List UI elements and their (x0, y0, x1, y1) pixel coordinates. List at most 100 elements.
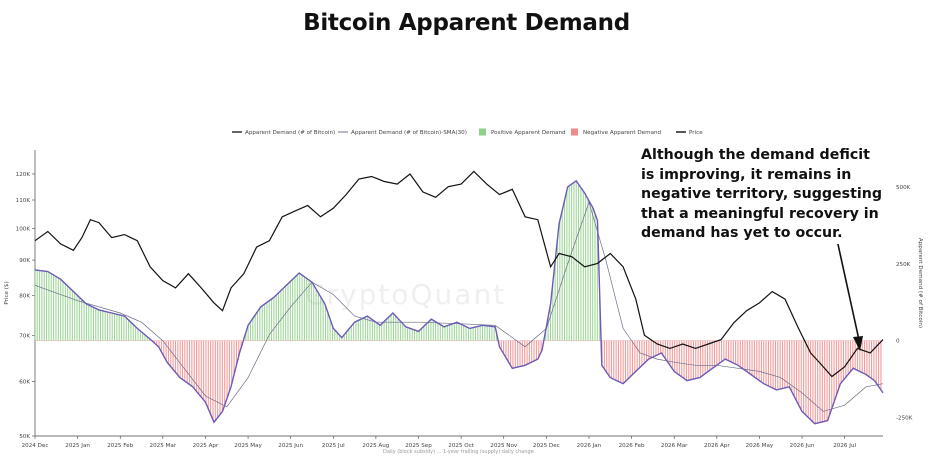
y-axis-label: Price ($) (4, 281, 10, 304)
positive-demand-bar (390, 314, 392, 341)
positive-demand-bar (88, 305, 90, 341)
negative-demand-bar (845, 340, 847, 378)
positive-demand-bar (85, 303, 87, 341)
positive-demand-bar (556, 237, 559, 341)
negative-demand-bar (163, 340, 165, 357)
positive-demand-bar (416, 330, 418, 341)
positive-demand-bar (278, 292, 280, 341)
positive-demand-bar (313, 285, 315, 341)
negative-demand-bar (667, 340, 669, 363)
negative-demand-bar (657, 340, 659, 355)
positive-demand-bar (282, 288, 284, 341)
positive-demand-bar (55, 276, 57, 341)
positive-demand-bar (247, 324, 249, 341)
negative-demand-bar (177, 340, 179, 376)
positive-demand-bar (273, 297, 275, 341)
positive-demand-bar (439, 324, 441, 341)
negative-demand-bar (238, 340, 240, 356)
demand-line (34, 179, 884, 425)
negative-demand-bar (765, 340, 767, 385)
positive-demand-bar (547, 316, 549, 341)
negative-demand-bar (856, 340, 859, 371)
y2-tick-label-0: 500K (896, 185, 911, 191)
positive-demand-bar (444, 326, 446, 341)
positive-demand-bar (561, 209, 563, 341)
negative-demand-bar (526, 340, 528, 365)
negative-demand-bar (751, 340, 753, 376)
positive-demand-bar (545, 329, 547, 341)
negative-demand-bar (212, 340, 214, 421)
positive-demand-bar (409, 328, 411, 341)
negative-demand-bar (200, 340, 202, 398)
positive-demand-bar (271, 298, 273, 341)
positive-demand-bar (566, 189, 568, 341)
negative-demand-bar (704, 340, 706, 374)
negative-demand-bar (763, 340, 765, 384)
negative-demand-bar (160, 340, 162, 353)
positive-demand-bar (280, 290, 282, 341)
negative-demand-bar (219, 340, 221, 415)
negative-demand-bar (650, 340, 652, 358)
negative-demand-bar (512, 340, 514, 369)
positive-demand-bar (301, 275, 303, 341)
positive-demand-bar (465, 326, 467, 341)
negative-demand-bar (517, 340, 519, 368)
negative-demand-bar (664, 340, 666, 359)
negative-demand-bar (240, 340, 242, 348)
negative-demand-bar (184, 340, 186, 382)
negative-demand-bar (774, 340, 777, 390)
positive-demand-bar (402, 323, 404, 341)
negative-demand-bar (540, 340, 542, 352)
y2-tick-label-3: -250K (896, 416, 913, 422)
positive-demand-bar (113, 313, 116, 341)
negative-demand-bar (723, 340, 725, 361)
negative-demand-bar (875, 340, 877, 384)
negative-demand-bar (742, 340, 744, 369)
x-tick-label-5: 2025 May (234, 443, 262, 449)
negative-demand-bar (873, 340, 875, 381)
negative-demand-bar (613, 340, 615, 380)
negative-demand-bar (819, 340, 821, 423)
demand-bars (34, 181, 883, 424)
negative-demand-bar (814, 340, 816, 424)
positive-demand-bar (34, 269, 36, 341)
positive-demand-bar (463, 325, 465, 341)
legend-label-1: Apparent Demand (# of Bitcoin)-SMA(30) (351, 130, 467, 136)
positive-demand-bar (334, 330, 336, 341)
negative-demand-bar (629, 340, 631, 377)
y-tick-label-3: 80K (19, 293, 30, 299)
negative-demand-bar (158, 340, 160, 348)
positive-demand-bar (36, 270, 38, 341)
negative-demand-bar (838, 340, 840, 389)
positive-demand-bar (92, 307, 94, 341)
positive-demand-bar (256, 311, 259, 341)
positive-demand-bar (71, 290, 73, 341)
positive-demand-bar (411, 329, 413, 341)
positive-demand-bar (123, 315, 125, 341)
x-tick-label-11: 2025 Nov (490, 443, 518, 449)
negative-demand-bar (697, 340, 699, 378)
positive-demand-bar (118, 314, 120, 341)
positive-demand-bar (376, 323, 378, 341)
x-tick-label-17: 2026 May (746, 443, 774, 449)
positive-demand-bar (428, 321, 430, 341)
legend-swatch-3 (571, 128, 578, 136)
positive-demand-bar (38, 270, 41, 341)
positive-demand-bar (481, 325, 484, 341)
x-tick-label-15: 2026 Mar (661, 443, 688, 449)
negative-demand-bar (681, 340, 683, 377)
positive-demand-bar (287, 283, 289, 341)
negative-demand-bar (503, 340, 505, 354)
legend-label-0: Apparent Demand (# of Bitcoin) (245, 130, 335, 136)
negative-demand-bar (868, 340, 870, 377)
positive-demand-bar (371, 319, 373, 341)
negative-demand-bar (835, 340, 837, 395)
y-tick-label-5: 100K (16, 227, 31, 233)
positive-demand-bar (95, 308, 97, 341)
positive-demand-bar (78, 297, 80, 341)
positive-demand-bar (392, 313, 394, 341)
x-tick-label-2: 2025 Feb (107, 443, 133, 449)
positive-demand-bar (57, 277, 59, 341)
positive-demand-bar (493, 326, 495, 341)
positive-demand-bar (275, 294, 277, 341)
